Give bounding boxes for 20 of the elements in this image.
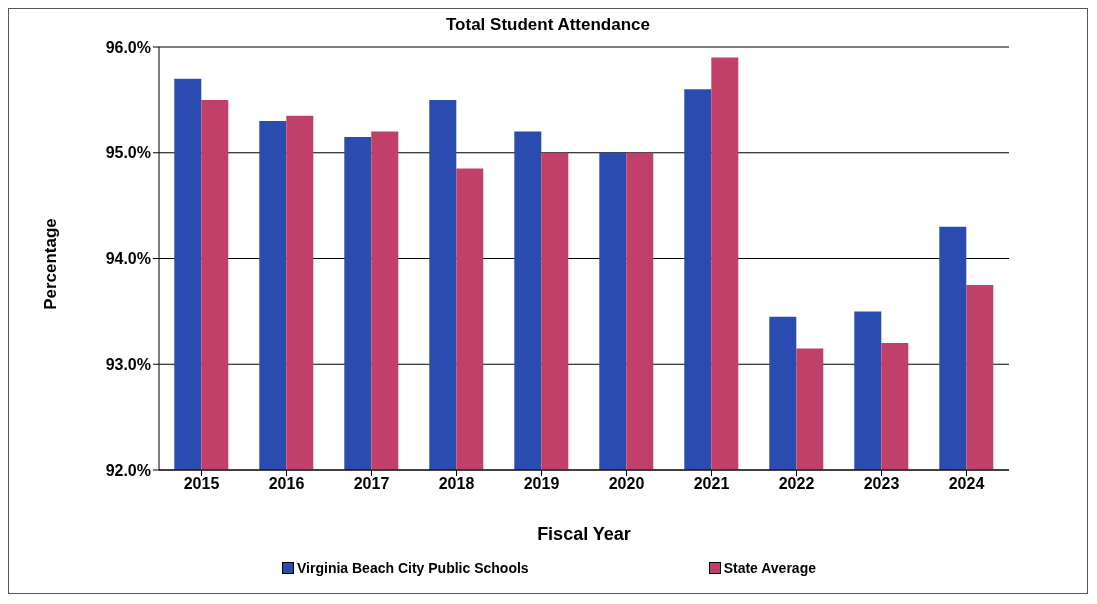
y-axis-title: Percentage — [41, 218, 61, 310]
x-tick-label: 2016 — [268, 475, 305, 493]
x-tick-label: 2015 — [183, 475, 220, 493]
x-tick-label: 2020 — [608, 475, 645, 493]
y-tick-label: 93.0% — [105, 355, 151, 373]
x-tick-label: 2023 — [863, 475, 900, 493]
x-tick-label: 2019 — [523, 475, 560, 493]
x-tick-label: 2021 — [693, 475, 730, 493]
y-tick-label: 94.0% — [105, 250, 151, 268]
y-tick-label: 92.0% — [105, 461, 151, 479]
legend-label: Virginia Beach City Public Schools — [296, 560, 529, 576]
x-tick-label: 2018 — [438, 475, 475, 493]
x-tick-label: 2022 — [778, 475, 815, 493]
x-tick-label: 2017 — [353, 475, 390, 493]
x-axis-title: Fiscal Year — [537, 524, 631, 544]
x-tick-label: 2024 — [948, 475, 985, 493]
y-tick-label: 96.0% — [105, 38, 151, 56]
chart-title: Total Student Attendance — [445, 15, 651, 35]
y-tick-label: 95.0% — [105, 144, 151, 162]
legend-label: State Average — [722, 560, 816, 576]
